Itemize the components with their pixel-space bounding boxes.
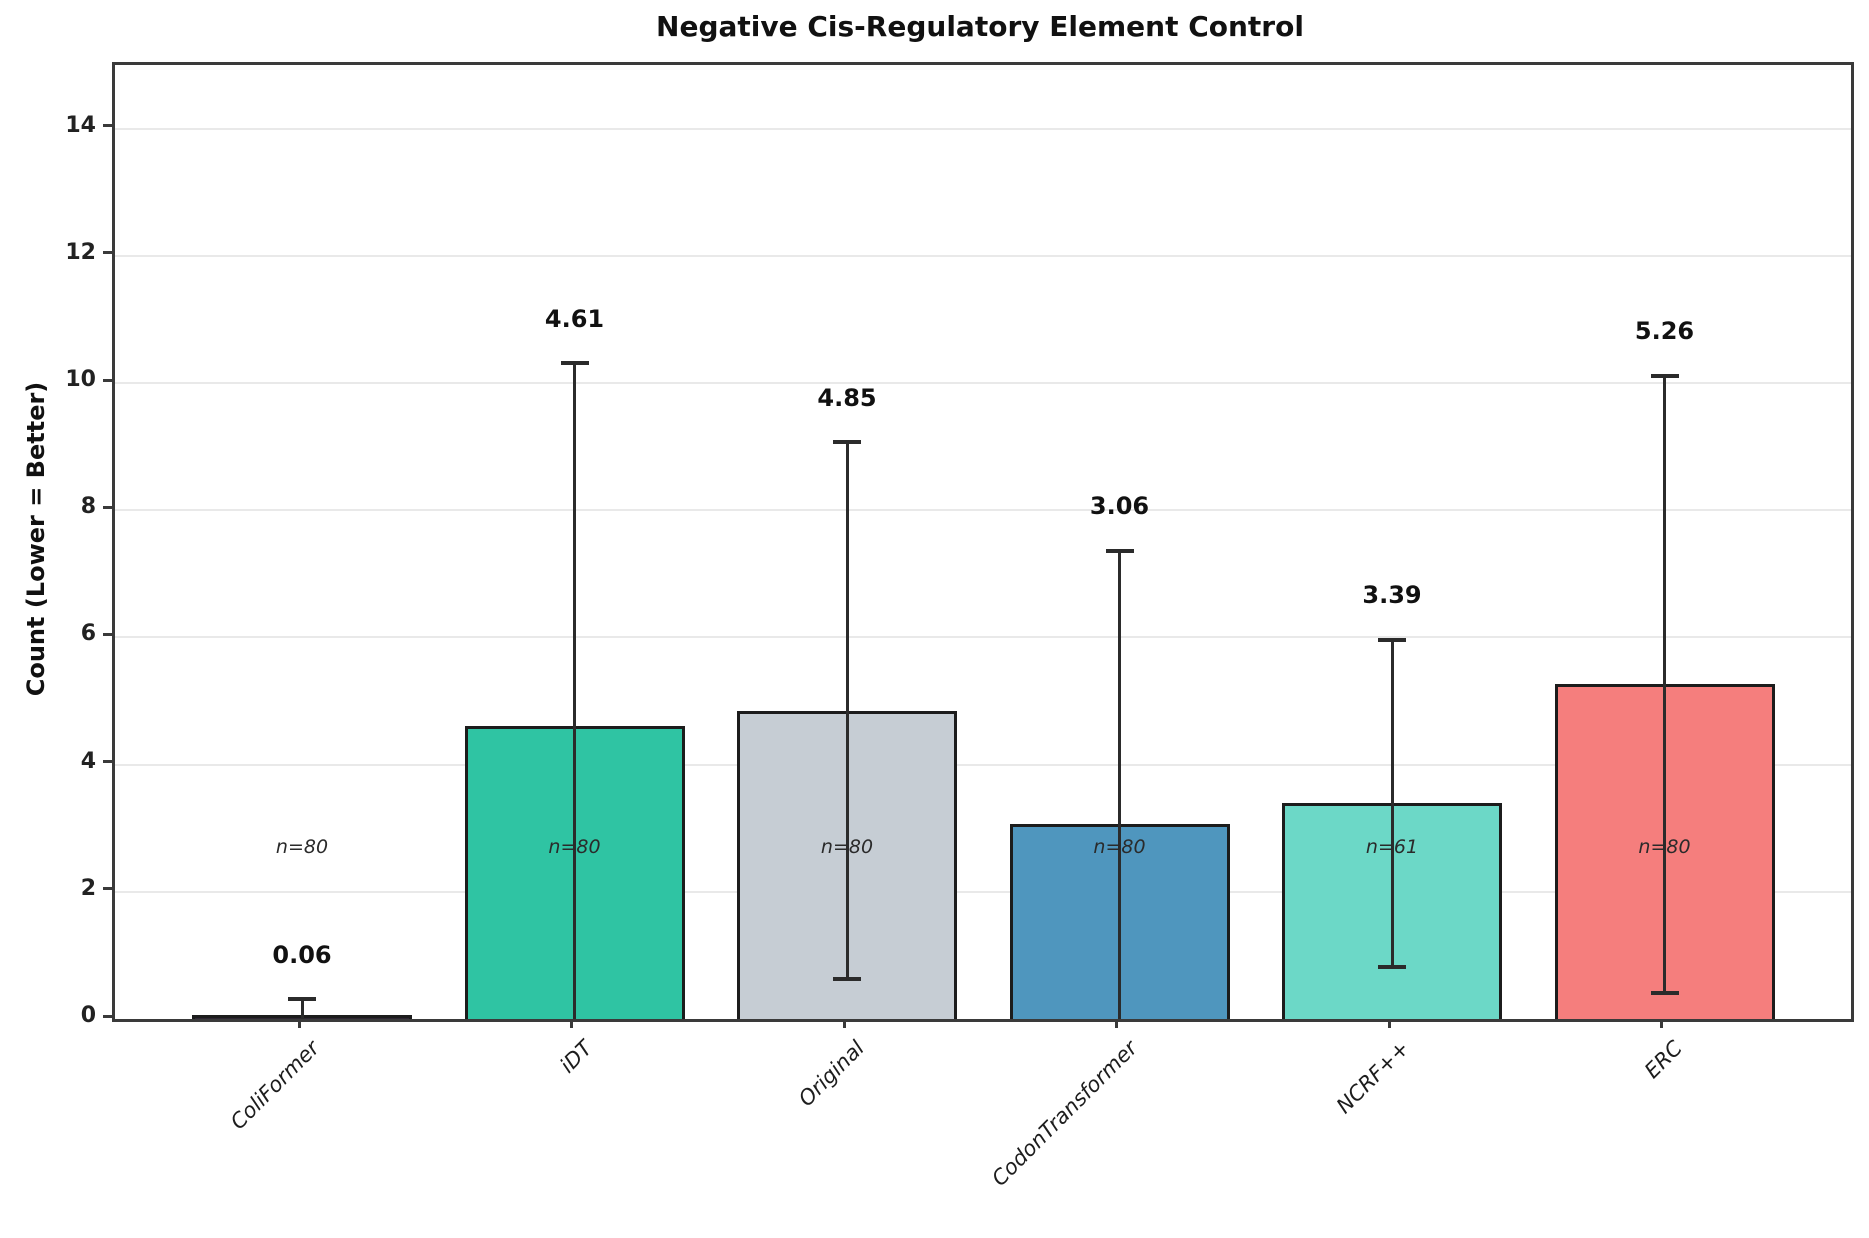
bar-value-label: 3.06 — [1089, 492, 1150, 521]
x-tick-mark — [570, 1019, 573, 1028]
error-bar-top-cap — [1378, 637, 1406, 642]
x-tick-label: ERC — [1639, 1036, 1687, 1084]
error-bar — [845, 442, 849, 979]
error-bar-bottom-cap — [833, 976, 861, 981]
y-tick-mark — [103, 1014, 112, 1018]
x-tick-label: CodonTransformer — [986, 1036, 1142, 1191]
gridline — [115, 890, 1851, 893]
bar-value-label: 5.26 — [1634, 317, 1695, 346]
y-tick-label: 4 — [80, 748, 96, 774]
y-tick-mark — [103, 378, 112, 382]
error-bar — [573, 363, 576, 1019]
y-tick-mark — [103, 251, 112, 255]
y-tick-label: 12 — [65, 239, 96, 265]
y-tick-mark — [103, 760, 112, 764]
x-tick-mark — [1115, 1019, 1118, 1028]
sample-size-label: n=80 — [548, 835, 601, 858]
y-tick-label: 2 — [80, 875, 96, 901]
bar-value-label: 0.06 — [272, 940, 332, 969]
sample-size-label: n=80 — [1638, 835, 1691, 858]
y-tick-mark — [103, 887, 112, 891]
gridline — [115, 763, 1851, 766]
y-tick-label: 14 — [65, 112, 96, 138]
y-tick-mark — [103, 124, 112, 128]
sample-size-label: n=80 — [820, 835, 874, 858]
x-tick-label: iDT — [554, 1036, 597, 1078]
error-bar — [1663, 376, 1666, 993]
gridline — [115, 509, 1851, 512]
y-tick-label: 6 — [80, 621, 96, 647]
chart-title: Negative Cis-Regulatory Element Control — [656, 10, 1304, 43]
sample-size-label: n=80 — [275, 835, 329, 858]
x-tick-label: ColiFormer — [225, 1036, 324, 1135]
bar-value-label: 3.39 — [1362, 581, 1422, 610]
error-bar-top-cap — [1650, 374, 1679, 378]
y-tick-mark — [103, 505, 112, 509]
gridline — [115, 382, 1851, 384]
y-tick-mark — [103, 632, 112, 636]
x-tick-mark — [1387, 1019, 1391, 1028]
gridline — [115, 127, 1851, 130]
gridline — [115, 636, 1851, 639]
error-bar-top-cap — [1105, 548, 1134, 553]
bar-value-label: 4.61 — [544, 304, 605, 333]
x-tick-mark — [1660, 1019, 1663, 1028]
y-tick-label: 10 — [65, 367, 96, 392]
sample-size-label: n=80 — [1093, 835, 1146, 858]
error-bar-top-cap — [288, 997, 316, 1002]
x-tick-label: NCRF++ — [1331, 1036, 1414, 1119]
bar-value-label: 4.85 — [817, 383, 877, 412]
error-bar — [1390, 639, 1394, 967]
plot-area: 0.06 n=80 4.61 n=80 4.85 n=80 3.06 n=80 3.39 n=61… — [112, 62, 1854, 1022]
sample-size-label: n=61 — [1365, 835, 1419, 858]
gridline — [115, 254, 1851, 257]
error-bar-bottom-cap — [1378, 964, 1406, 969]
x-tick-mark — [842, 1019, 846, 1028]
y-tick-label: 8 — [80, 494, 96, 520]
x-tick-label: Original — [793, 1036, 869, 1112]
error-bar-bottom-cap — [1650, 990, 1679, 995]
y-axis-label: Count (Lower = Better) — [22, 381, 50, 697]
error-bar — [300, 999, 304, 1019]
error-bar — [1118, 550, 1121, 1019]
x-tick-mark — [297, 1019, 301, 1028]
error-bar-top-cap — [833, 440, 861, 445]
y-tick-label: 0 — [80, 1003, 96, 1028]
error-bar-top-cap — [560, 361, 589, 366]
